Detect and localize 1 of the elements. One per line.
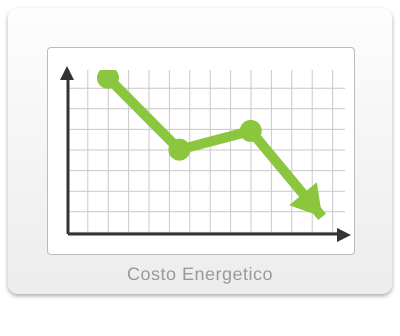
text: Costo Energetico [126, 264, 274, 285]
